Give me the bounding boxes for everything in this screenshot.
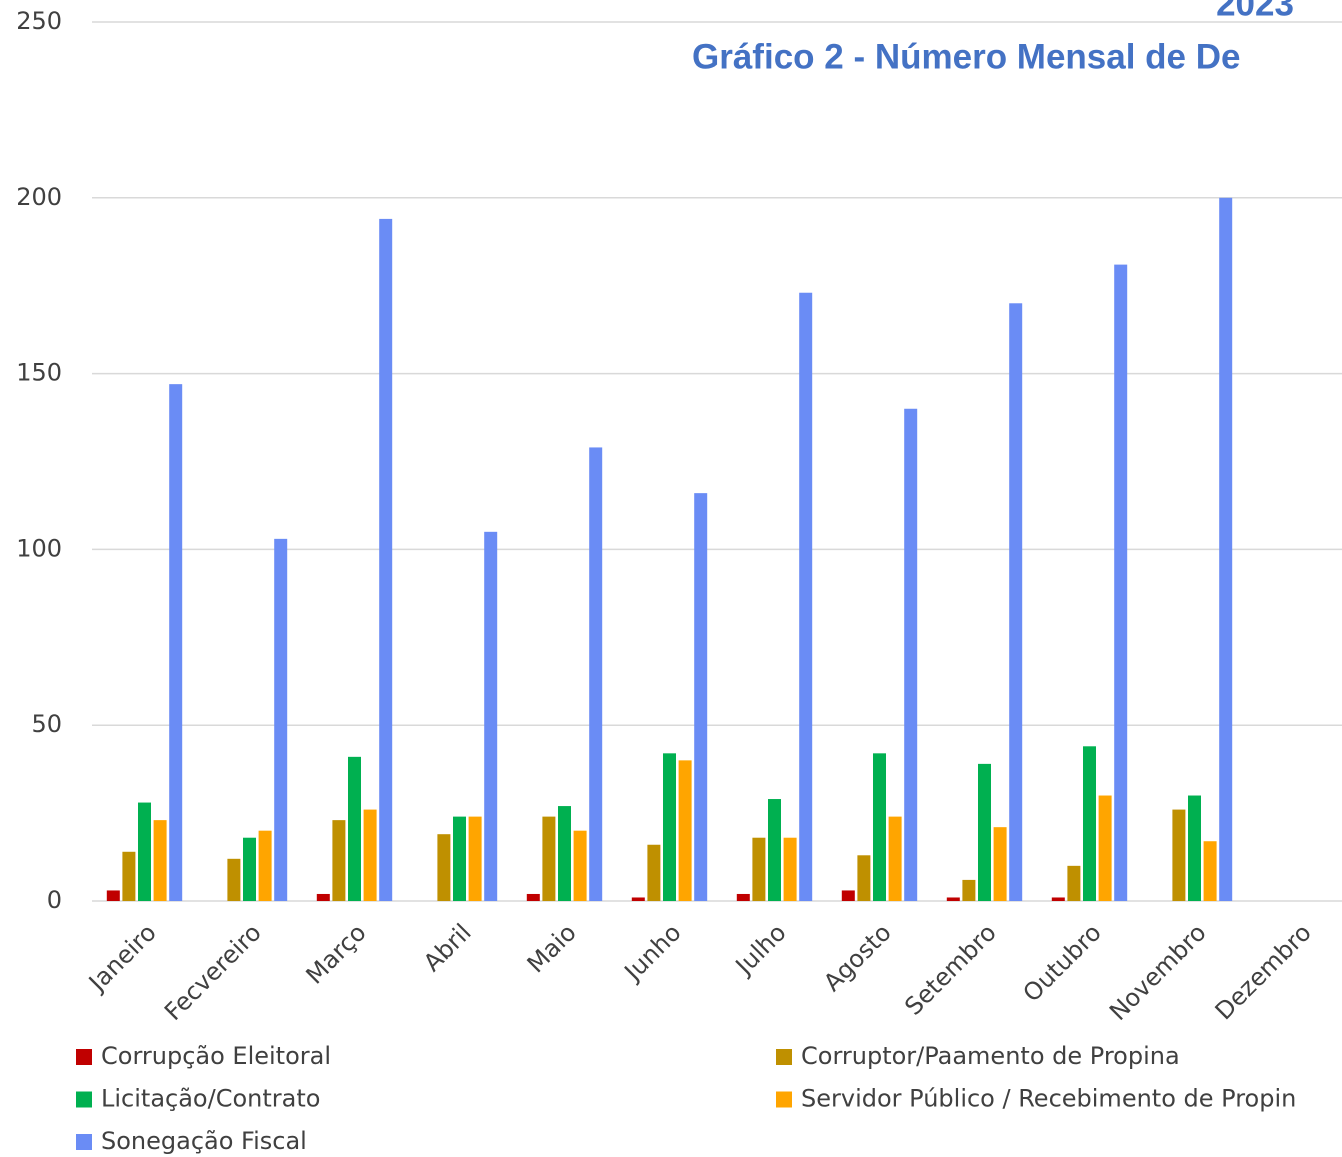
legend-label: Servidor Público / Recebimento de Propin [801, 1085, 1296, 1113]
y-tick-label: 200 [16, 183, 62, 211]
legend-swatch [76, 1049, 92, 1065]
bar [678, 760, 692, 901]
chart-title: Gráfico 2 - Número Mensal de De [692, 37, 1240, 76]
bar [962, 879, 976, 901]
bar [1219, 197, 1233, 902]
bar [138, 802, 151, 901]
chart-subtitle: 2023 [1216, 0, 1294, 23]
y-tick-label: 0 [47, 886, 62, 914]
bar [437, 834, 451, 901]
x-tick-label: Abril [418, 918, 477, 977]
bar [857, 855, 871, 901]
bar [122, 851, 136, 901]
bar [873, 753, 886, 901]
bar [258, 830, 272, 901]
bar [558, 806, 571, 901]
bar [573, 830, 587, 901]
bar [316, 893, 330, 901]
x-tick-label: Setembro [899, 918, 1001, 1020]
x-tick-label: Junho [618, 918, 687, 987]
y-tick-label: 150 [16, 359, 62, 387]
bar [1188, 795, 1201, 901]
x-tick-label: Dezembro [1210, 918, 1317, 1025]
bar [1114, 264, 1128, 901]
bar [1009, 303, 1023, 901]
bar [332, 820, 346, 901]
bar [841, 890, 855, 901]
bar [946, 897, 960, 901]
legend-swatch [76, 1134, 92, 1150]
x-tick-label: Novembro [1104, 918, 1212, 1026]
x-tick-label: Março [301, 918, 372, 989]
bar [1172, 809, 1186, 901]
bar [1083, 746, 1096, 901]
bar [243, 837, 256, 901]
legend-swatch [76, 1091, 92, 1108]
x-tick-label: Fecvereiro [159, 918, 267, 1026]
bar [1203, 841, 1217, 901]
bar [799, 292, 813, 901]
y-tick-label: 100 [16, 534, 62, 562]
bar [526, 893, 540, 901]
legend-label: Sonegação Fiscal [101, 1127, 307, 1155]
bar [631, 897, 645, 901]
bar [978, 763, 991, 901]
bar [1067, 865, 1081, 901]
bar [888, 816, 902, 901]
x-tick-label: Julho [729, 918, 792, 981]
bar [993, 827, 1007, 901]
bar [736, 893, 750, 901]
bar [694, 493, 708, 901]
legend-swatch [776, 1091, 792, 1108]
bar [169, 384, 183, 901]
bar [663, 753, 676, 901]
bar [274, 538, 288, 901]
bar [1051, 897, 1065, 901]
x-tick-label: Maio [522, 918, 582, 978]
bar [468, 816, 482, 901]
bar [453, 816, 466, 901]
bar [348, 756, 361, 901]
bar [379, 218, 393, 901]
bar [647, 844, 661, 901]
bar [768, 799, 781, 901]
y-tick-label: 250 [16, 7, 62, 35]
x-tick-label: Outubro [1018, 918, 1107, 1007]
bar [904, 408, 918, 901]
x-tick-label: Janeiro [82, 918, 162, 998]
legend-label: Corruptor/Paamento de Propina [801, 1042, 1180, 1070]
legend-label: Corrupção Eleitoral [101, 1042, 331, 1070]
bar [752, 837, 766, 901]
y-tick-label: 50 [31, 710, 62, 738]
legend-swatch [776, 1049, 792, 1065]
bar [1098, 795, 1112, 901]
legend-label: Licitação/Contrato [101, 1085, 320, 1113]
bar [106, 890, 120, 901]
bar [153, 820, 167, 901]
x-tick-label: Agosto [818, 918, 896, 996]
bar [227, 858, 241, 901]
bar [542, 816, 556, 901]
bar [363, 809, 377, 901]
bar [589, 447, 603, 901]
bar [783, 837, 797, 901]
bar [484, 531, 498, 901]
